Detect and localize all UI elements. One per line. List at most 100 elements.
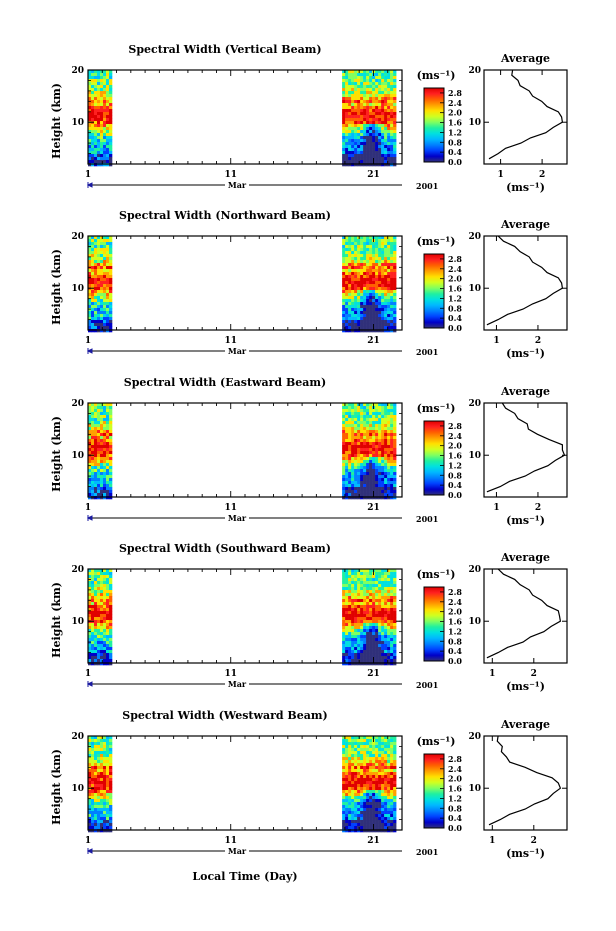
- heatmap-cell: [97, 581, 101, 585]
- heatmap-cell: [363, 103, 367, 107]
- heatmap-cell: [378, 802, 382, 806]
- heatmap-cell: [372, 308, 376, 312]
- heatmap-cell: [103, 442, 107, 446]
- heatmap-cell: [348, 415, 352, 419]
- heatmap-cell: [103, 269, 107, 273]
- heatmap-cell: [345, 151, 349, 155]
- heatmap-cell: [381, 742, 385, 746]
- heatmap-cell: [369, 611, 373, 615]
- heatmap-cell: [109, 82, 113, 86]
- heatmap-cell: [345, 424, 349, 428]
- heatmap-cell: [390, 802, 394, 806]
- heatmap-cell: [88, 475, 92, 479]
- heatmap-cell: [369, 662, 373, 666]
- heatmap-cell: [109, 775, 113, 779]
- heatmap-cell: [384, 802, 388, 806]
- heatmap-cell: [342, 308, 346, 312]
- heatmap-cell: [106, 403, 110, 407]
- heatmap-cell: [387, 79, 391, 83]
- heatmap-cell: [109, 778, 113, 782]
- heatmap-cell: [103, 811, 107, 815]
- heatmap-cell: [378, 148, 382, 152]
- heatmap-cell: [357, 484, 361, 488]
- heatmap-cell: [106, 490, 110, 494]
- average-title: Average: [500, 385, 550, 398]
- heatmap-cell: [351, 805, 355, 809]
- heatmap-cell: [342, 109, 346, 113]
- heatmap-cell: [106, 605, 110, 609]
- heatmap-cell: [360, 299, 364, 303]
- heatmap-cell: [390, 442, 394, 446]
- heatmap-cell: [390, 106, 394, 110]
- heatmap-cell: [378, 484, 382, 488]
- heatmap-cell: [97, 653, 101, 657]
- heatmap-cell: [345, 91, 349, 95]
- heatmap-cell: [106, 248, 110, 252]
- heatmap-cell: [381, 802, 385, 806]
- heatmap-cell: [88, 496, 92, 500]
- heatmap-cell: [97, 323, 101, 327]
- heatmap-cell: [390, 766, 394, 770]
- heatmap-cell: [372, 124, 376, 128]
- heatmap-cell: [91, 793, 95, 797]
- heatmap-cell: [348, 236, 352, 240]
- heatmap-cell: [97, 296, 101, 300]
- heatmap-cell: [357, 784, 361, 788]
- heatmap-cell: [109, 448, 113, 452]
- heatmap-cell: [387, 124, 391, 128]
- heatmap-cell: [103, 248, 107, 252]
- heatmap-cell: [351, 424, 355, 428]
- heatmap-cell: [354, 248, 358, 252]
- heatmap-cell: [91, 451, 95, 455]
- heatmap-cell: [387, 421, 391, 425]
- heatmap-cell: [387, 763, 391, 767]
- heatmap-cell: [369, 608, 373, 612]
- heatmap-cell: [88, 481, 92, 485]
- heatmap-cell: [109, 745, 113, 749]
- heatmap-cell: [103, 418, 107, 422]
- average-y-tick-label: 20: [468, 732, 481, 742]
- heatmap-cell: [366, 611, 370, 615]
- heatmap-cell: [378, 290, 382, 294]
- heatmap-cell: [97, 739, 101, 743]
- heatmap-cell: [381, 236, 385, 240]
- heatmap-cell: [360, 251, 364, 255]
- heatmap-cell: [375, 260, 379, 264]
- heatmap-cell: [97, 799, 101, 803]
- heatmap-cell: [100, 106, 104, 110]
- heatmap-cell: [100, 572, 104, 576]
- heatmap-cell: [342, 76, 346, 80]
- month-label: Mar: [228, 180, 247, 190]
- heatmap-cell: [351, 796, 355, 800]
- heatmap-cell: [91, 275, 95, 279]
- heatmap-cell: [109, 281, 113, 285]
- heatmap-cell: [366, 754, 370, 758]
- heatmap-cell: [342, 478, 346, 482]
- heatmap-cell: [342, 650, 346, 654]
- heatmap-cell: [375, 308, 379, 312]
- heatmap-cell: [363, 790, 367, 794]
- heatmap-cell: [348, 736, 352, 740]
- heatmap-cell: [100, 829, 104, 833]
- heatmap-cell: [372, 287, 376, 291]
- heatmap-cell: [390, 632, 394, 636]
- heatmap-cell: [369, 751, 373, 755]
- heatmap-cell: [360, 581, 364, 585]
- heatmap-cell: [375, 799, 379, 803]
- heatmap-cell: [106, 160, 110, 164]
- heatmap-cell: [381, 263, 385, 267]
- heatmap-cell: [387, 629, 391, 633]
- colorbar-tick-label: 0.8: [448, 303, 462, 313]
- heatmap-cell: [351, 463, 355, 467]
- heatmap-cell: [357, 614, 361, 618]
- heatmap-cell: [366, 272, 370, 276]
- heatmap-cell: [342, 257, 346, 261]
- year-label: 2001: [416, 514, 438, 524]
- heatmap-cell: [88, 415, 92, 419]
- heatmap-cell: [357, 644, 361, 648]
- heatmap-cell: [390, 635, 394, 639]
- heatmap-cell: [357, 100, 361, 104]
- heatmap-cell: [378, 76, 382, 80]
- heatmap-cell: [375, 254, 379, 258]
- heatmap-cell: [357, 656, 361, 660]
